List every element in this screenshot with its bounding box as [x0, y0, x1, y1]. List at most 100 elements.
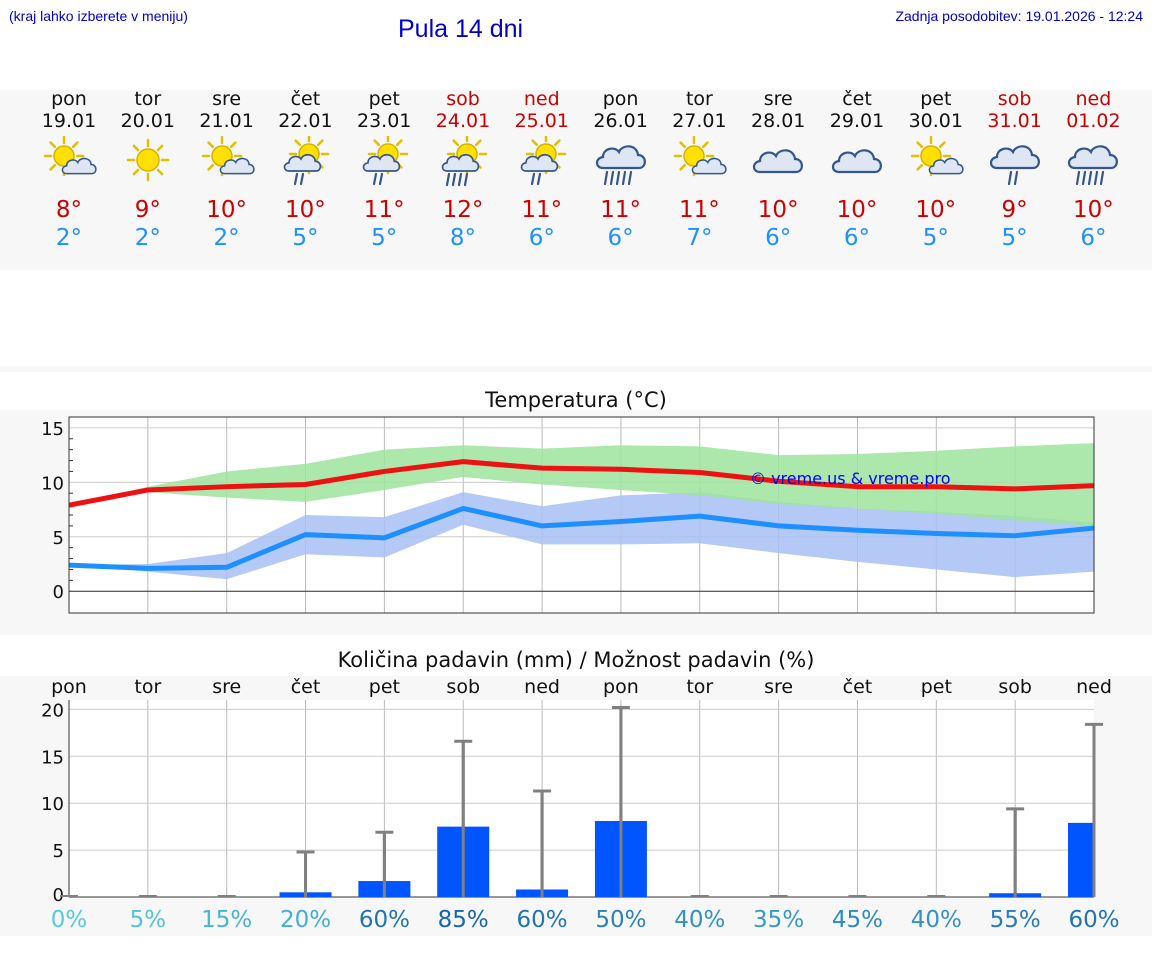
precip-probability: 60% — [359, 907, 410, 933]
category-label: sre — [764, 676, 793, 698]
day-forecast: ned 01.02 10° 6° — [1053, 88, 1133, 252]
min-temperature: 5° — [371, 225, 398, 251]
precipitation-chart-title: Količina padavin (mm) / Možnost padavin … — [337, 648, 815, 672]
max-temperature: 10° — [1073, 197, 1114, 223]
min-temperature: 7° — [686, 225, 713, 251]
day-name: čet — [290, 88, 321, 110]
precip-probability: 35% — [753, 907, 804, 933]
y-tick-label: 0 — [53, 885, 64, 906]
category-label: čet — [843, 676, 873, 698]
temperature-chart: 0 5 10 15 © vreme.us & vreme.pro — [41, 416, 1095, 614]
precip-probability: 40% — [911, 907, 962, 933]
spacer-band — [0, 366, 1152, 372]
day-date: 01.02 — [1066, 110, 1121, 132]
watermark: © vreme.us & vreme.pro — [750, 469, 951, 488]
sun-cloud-rain-icon — [362, 136, 409, 186]
precip-probability: 20% — [280, 907, 331, 933]
category-label: tor — [686, 676, 713, 698]
max-temperature: 11° — [521, 197, 563, 223]
max-temperature: 9° — [1001, 197, 1028, 223]
max-range-band — [69, 443, 1094, 526]
category-label: ned — [1076, 676, 1112, 698]
category-label: pet — [921, 676, 952, 698]
precipitation-chart: pon tor sre čet pet sob ned pon tor sre čet pet sob n… — [41, 676, 1119, 933]
precip-bar — [1068, 822, 1094, 897]
day-date: 29.01 — [829, 110, 885, 132]
cloud-rain-icon — [989, 145, 1040, 186]
day-date: 21.01 — [199, 110, 254, 132]
min-temperature: 6° — [607, 225, 634, 251]
last-updated: Zadnja posodobitev: 19.01.2026 - 12:24 — [895, 8, 1143, 24]
max-temperature: 10° — [285, 197, 326, 223]
precip-probability: 60% — [517, 907, 568, 933]
day-name: ned — [523, 88, 560, 110]
sun-cloud-rain-icon — [520, 136, 567, 186]
day-name: pet — [920, 88, 952, 110]
category-label: ned — [524, 676, 560, 698]
category-label: sob — [446, 676, 480, 698]
day-date: 23.01 — [356, 110, 412, 132]
y-tick-label: 20 — [41, 700, 64, 721]
day-name: ned — [1075, 88, 1112, 110]
min-temperature: 6° — [1080, 225, 1107, 251]
min-temperature: 5° — [1001, 225, 1028, 251]
sun-cloud-heavy-rain-icon — [441, 136, 488, 187]
precip-probability: 40% — [674, 907, 725, 933]
min-temperature: 6° — [843, 225, 871, 251]
min-temperature: 5° — [292, 225, 319, 251]
min-temperature: 2° — [213, 225, 240, 251]
temperature-chart-title: Temperatura (°C) — [485, 388, 667, 412]
category-label: pet — [369, 676, 400, 698]
y-tick-label: 10 — [41, 473, 64, 494]
sun-cloud-rain-icon — [284, 136, 330, 186]
day-name: pon — [602, 88, 639, 110]
day-forecast: tor 20.01 9° 2° — [108, 88, 188, 252]
day-date: 19.01 — [41, 110, 97, 132]
day-forecast: pon 19.01 8° 2° — [29, 88, 109, 252]
day-date: 25.01 — [514, 110, 569, 132]
precip-probability: 5% — [130, 907, 167, 933]
day-date: 30.01 — [908, 110, 963, 132]
max-temperature-line — [68, 459, 1095, 508]
max-temperature: 11° — [600, 197, 641, 223]
sun-icon — [126, 138, 170, 182]
min-temperature: 8° — [449, 225, 477, 251]
min-temperature: 2° — [55, 225, 83, 251]
max-temperature: 10° — [757, 197, 799, 223]
cloud-heavy-rain-icon — [1068, 145, 1119, 186]
day-date: 27.01 — [672, 110, 727, 132]
day-forecast: čet 29.01 10° 6° — [817, 88, 897, 252]
page-title: Pula 14 dni — [398, 15, 524, 43]
sun-cloud-icon — [674, 136, 728, 177]
min-temperature: 5° — [922, 225, 949, 251]
forecast-band — [0, 90, 1152, 270]
precip-probability: 60% — [1068, 907, 1119, 933]
min-temperature: 6° — [528, 225, 555, 251]
category-label: čet — [291, 676, 321, 698]
precip-probability: 15% — [201, 907, 252, 933]
day-forecast: pet 30.01 10° 5° — [896, 88, 976, 252]
day-name: sob — [997, 88, 1032, 110]
cloud-icon — [831, 149, 882, 174]
precip-probability: 55% — [990, 907, 1041, 933]
day-forecast: čet 22.01 10° 5° — [265, 88, 345, 252]
max-temperature: 11° — [363, 197, 405, 223]
y-tick-label: 5 — [53, 528, 64, 549]
day-date: 28.01 — [750, 110, 806, 132]
category-label: pon — [51, 676, 87, 698]
min-temperature-line — [68, 505, 1095, 571]
day-forecast: pon 26.01 11° 6° — [581, 88, 661, 252]
day-date: 22.01 — [278, 110, 333, 132]
sun-cloud-icon — [910, 136, 964, 177]
sun-cloud-icon — [43, 136, 97, 177]
day-forecast: ned 25.01 11° 6° — [502, 88, 582, 252]
category-label: tor — [134, 676, 161, 698]
max-temperature: 10° — [836, 197, 878, 223]
precip-probability: 45% — [832, 907, 883, 933]
day-forecast: sre 21.01 10° 2° — [187, 88, 267, 252]
day-name: tor — [134, 88, 162, 110]
max-temperature: 12° — [442, 197, 484, 223]
day-forecast: sob 24.01 12° 8° — [423, 88, 503, 252]
day-name: sob — [446, 88, 480, 110]
day-name: sre — [212, 88, 242, 110]
